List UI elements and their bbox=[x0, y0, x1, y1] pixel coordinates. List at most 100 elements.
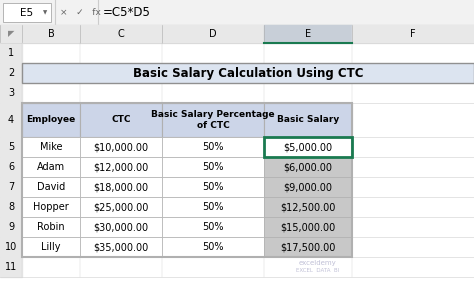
Text: Adam: Adam bbox=[37, 162, 65, 172]
Bar bbox=[264, 177, 352, 197]
Text: 50%: 50% bbox=[202, 142, 224, 152]
Text: E: E bbox=[305, 29, 311, 39]
Bar bbox=[0, 137, 22, 157]
Bar bbox=[264, 137, 352, 157]
Text: 10: 10 bbox=[5, 242, 17, 252]
Bar bbox=[22, 137, 474, 157]
Bar bbox=[0, 197, 22, 217]
Text: $35,000.00: $35,000.00 bbox=[93, 242, 149, 252]
Text: 1: 1 bbox=[8, 48, 14, 58]
Text: CTC: CTC bbox=[111, 115, 131, 124]
Bar bbox=[264, 217, 352, 237]
Text: $17,500.00: $17,500.00 bbox=[280, 242, 336, 252]
Bar bbox=[22, 157, 80, 177]
Bar bbox=[0, 0, 474, 25]
Bar bbox=[162, 25, 264, 43]
Text: 50%: 50% bbox=[202, 182, 224, 192]
Text: 50%: 50% bbox=[202, 222, 224, 232]
Text: ◤: ◤ bbox=[8, 30, 14, 38]
Text: 50%: 50% bbox=[202, 242, 224, 252]
Bar bbox=[80, 103, 162, 137]
Bar bbox=[22, 103, 474, 137]
Text: =C5*D5: =C5*D5 bbox=[103, 6, 151, 19]
Text: Employee: Employee bbox=[27, 115, 76, 124]
Bar bbox=[22, 197, 80, 217]
Bar bbox=[162, 157, 264, 177]
Bar bbox=[22, 63, 474, 83]
Text: 11: 11 bbox=[5, 262, 17, 272]
Text: 3: 3 bbox=[8, 88, 14, 98]
Text: 50%: 50% bbox=[202, 202, 224, 212]
Bar bbox=[22, 177, 474, 197]
Text: 4: 4 bbox=[8, 115, 14, 125]
Text: Robin: Robin bbox=[37, 222, 65, 232]
Bar bbox=[22, 197, 474, 217]
Bar bbox=[80, 25, 162, 43]
Text: B: B bbox=[47, 29, 55, 39]
Text: 9: 9 bbox=[8, 222, 14, 232]
Text: Hopper: Hopper bbox=[33, 202, 69, 212]
Text: 5: 5 bbox=[8, 142, 14, 152]
Text: $12,500.00: $12,500.00 bbox=[280, 202, 336, 212]
Text: $15,000.00: $15,000.00 bbox=[281, 222, 336, 232]
Bar bbox=[22, 63, 474, 83]
Bar bbox=[22, 237, 474, 257]
Bar bbox=[162, 217, 264, 237]
Text: ×   ✓   fx: × ✓ fx bbox=[60, 8, 101, 17]
Text: David: David bbox=[37, 182, 65, 192]
Bar bbox=[22, 83, 474, 103]
Bar bbox=[80, 197, 162, 217]
Bar bbox=[162, 103, 264, 137]
Bar bbox=[0, 177, 22, 197]
Bar bbox=[22, 43, 474, 63]
Text: Basic Salary Calculation Using CTC: Basic Salary Calculation Using CTC bbox=[133, 67, 363, 80]
Text: $9,000.00: $9,000.00 bbox=[283, 182, 332, 192]
Bar bbox=[162, 237, 264, 257]
Bar bbox=[0, 257, 22, 277]
Bar bbox=[0, 103, 22, 137]
Text: ▼: ▼ bbox=[43, 10, 47, 15]
Bar bbox=[0, 25, 22, 43]
Bar bbox=[0, 25, 474, 43]
Bar bbox=[22, 217, 80, 237]
Bar bbox=[162, 177, 264, 197]
Text: 2: 2 bbox=[8, 68, 14, 78]
Bar bbox=[3, 3, 51, 22]
Bar bbox=[0, 43, 22, 63]
Text: 6: 6 bbox=[8, 162, 14, 172]
Text: $30,000.00: $30,000.00 bbox=[93, 222, 148, 232]
Text: $25,000.00: $25,000.00 bbox=[93, 202, 149, 212]
Bar bbox=[22, 157, 474, 177]
Bar bbox=[264, 25, 352, 43]
Text: exceldemy: exceldemy bbox=[299, 260, 337, 266]
Text: Lilly: Lilly bbox=[41, 242, 61, 252]
Bar bbox=[264, 197, 352, 217]
Bar bbox=[264, 237, 352, 257]
Bar bbox=[0, 237, 22, 257]
Bar bbox=[0, 157, 22, 177]
Text: F: F bbox=[410, 29, 416, 39]
Text: $10,000.00: $10,000.00 bbox=[93, 142, 148, 152]
Bar bbox=[80, 217, 162, 237]
Text: 50%: 50% bbox=[202, 162, 224, 172]
Text: E5: E5 bbox=[20, 8, 34, 17]
Bar bbox=[264, 157, 352, 177]
Bar bbox=[264, 103, 352, 137]
Bar bbox=[0, 217, 22, 237]
Bar bbox=[80, 177, 162, 197]
Bar bbox=[264, 137, 352, 157]
Text: 7: 7 bbox=[8, 182, 14, 192]
Bar bbox=[80, 237, 162, 257]
Bar bbox=[22, 103, 352, 257]
Text: Basic Salary: Basic Salary bbox=[277, 115, 339, 124]
Text: $6,000.00: $6,000.00 bbox=[283, 162, 332, 172]
Text: $12,000.00: $12,000.00 bbox=[93, 162, 149, 172]
Bar bbox=[22, 137, 80, 157]
Bar bbox=[352, 25, 474, 43]
Bar bbox=[22, 217, 474, 237]
Bar bbox=[162, 137, 264, 157]
Bar bbox=[22, 177, 80, 197]
Bar bbox=[22, 237, 80, 257]
Bar bbox=[0, 63, 22, 83]
Text: 8: 8 bbox=[8, 202, 14, 212]
